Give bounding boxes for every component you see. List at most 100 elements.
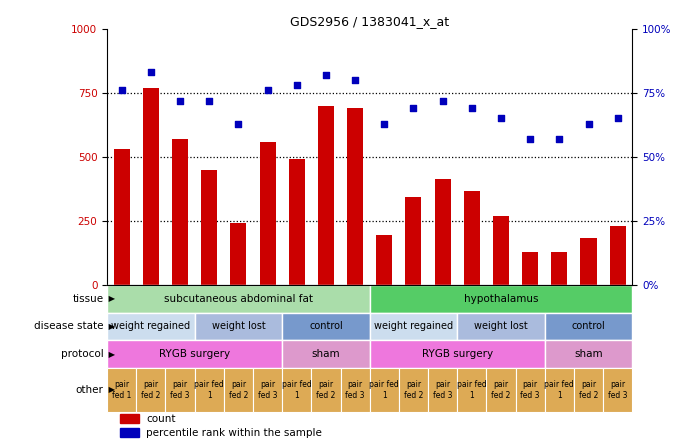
Bar [260,142,276,285]
Point [379,120,390,127]
Point [524,135,536,143]
Text: pair
fed 2: pair fed 2 [491,380,511,400]
Text: subcutaneous abdominal fat: subcutaneous abdominal fat [164,294,313,304]
Text: pair
fed 3: pair fed 3 [608,380,627,400]
Text: ▶: ▶ [106,322,115,331]
Text: percentile rank within the sample: percentile rank within the sample [146,428,323,438]
Text: pair fed
1: pair fed 1 [194,380,224,400]
Bar [574,368,603,412]
Bar [136,368,165,412]
Text: pair
fed 2: pair fed 2 [316,380,336,400]
Bar [435,178,451,285]
Text: pair
fed 2: pair fed 2 [141,380,160,400]
Point [437,97,448,104]
Bar [428,368,457,412]
Text: pair fed
1: pair fed 1 [545,380,574,400]
Title: GDS2956 / 1383041_x_at: GDS2956 / 1383041_x_at [290,15,449,28]
Text: pair
fed 3: pair fed 3 [346,380,365,400]
Text: pair
fed 2: pair fed 2 [404,380,423,400]
Bar [399,368,428,412]
Text: pair fed
1: pair fed 1 [370,380,399,400]
Text: pair
fed 3: pair fed 3 [433,380,453,400]
Bar [406,197,422,285]
Text: other: other [76,385,104,395]
Text: RYGB surgery: RYGB surgery [159,349,230,359]
Bar [113,149,130,285]
Bar [195,368,224,412]
Bar [609,226,625,285]
Bar [551,252,567,285]
Bar [341,368,370,412]
Text: pair
fed 3: pair fed 3 [258,380,277,400]
Bar [457,368,486,412]
Point [612,115,623,122]
Bar [457,313,545,341]
Bar [370,285,632,313]
Text: pair
fed 1: pair fed 1 [112,380,131,400]
Point [553,135,565,143]
Text: pair fed
1: pair fed 1 [282,380,312,400]
Bar [370,341,545,368]
Text: tissue: tissue [73,294,104,304]
Bar [289,159,305,285]
Point [204,97,215,104]
Text: pair
fed 3: pair fed 3 [170,380,190,400]
Bar [580,238,596,285]
Bar [370,313,457,341]
Bar [107,368,136,412]
Bar [107,341,282,368]
Bar [376,235,392,285]
Text: weight lost: weight lost [474,321,528,332]
Point [145,69,156,76]
Bar [282,341,370,368]
Bar [107,285,370,313]
Text: ▶: ▶ [106,294,115,303]
Text: weight lost: weight lost [211,321,265,332]
Text: RYGB surgery: RYGB surgery [422,349,493,359]
Bar [464,191,480,285]
Point [291,82,302,89]
Bar [493,216,509,285]
Bar [318,106,334,285]
Text: sham: sham [574,349,603,359]
Text: pair
fed 3: pair fed 3 [520,380,540,400]
Bar [486,368,515,412]
Point [408,105,419,112]
Bar [282,313,370,341]
Bar [253,368,282,412]
Text: pair
fed 2: pair fed 2 [229,380,248,400]
Bar [522,252,538,285]
Point [116,87,127,94]
Point [495,115,507,122]
Text: sham: sham [312,349,340,359]
Text: ▶: ▶ [106,385,115,394]
Bar [201,170,217,285]
Bar [312,368,341,412]
Point [321,71,332,79]
Bar [172,139,188,285]
Text: control: control [309,321,343,332]
Text: ▶: ▶ [106,350,115,359]
Text: protocol: protocol [61,349,104,359]
Bar [515,368,545,412]
Point [583,120,594,127]
Bar [107,313,195,341]
Text: count: count [146,414,176,424]
Bar [165,368,195,412]
Bar [603,368,632,412]
Bar [347,108,363,285]
Text: pair fed
1: pair fed 1 [457,380,486,400]
Bar [545,341,632,368]
Point [262,87,273,94]
Point [233,120,244,127]
Bar [545,313,632,341]
Text: disease state: disease state [34,321,104,332]
Text: control: control [571,321,605,332]
Bar [120,414,139,424]
Bar [195,313,282,341]
Text: weight regained: weight regained [111,321,191,332]
Point [350,76,361,83]
Text: weight regained: weight regained [374,321,453,332]
Point [466,105,477,112]
Bar [120,428,139,437]
